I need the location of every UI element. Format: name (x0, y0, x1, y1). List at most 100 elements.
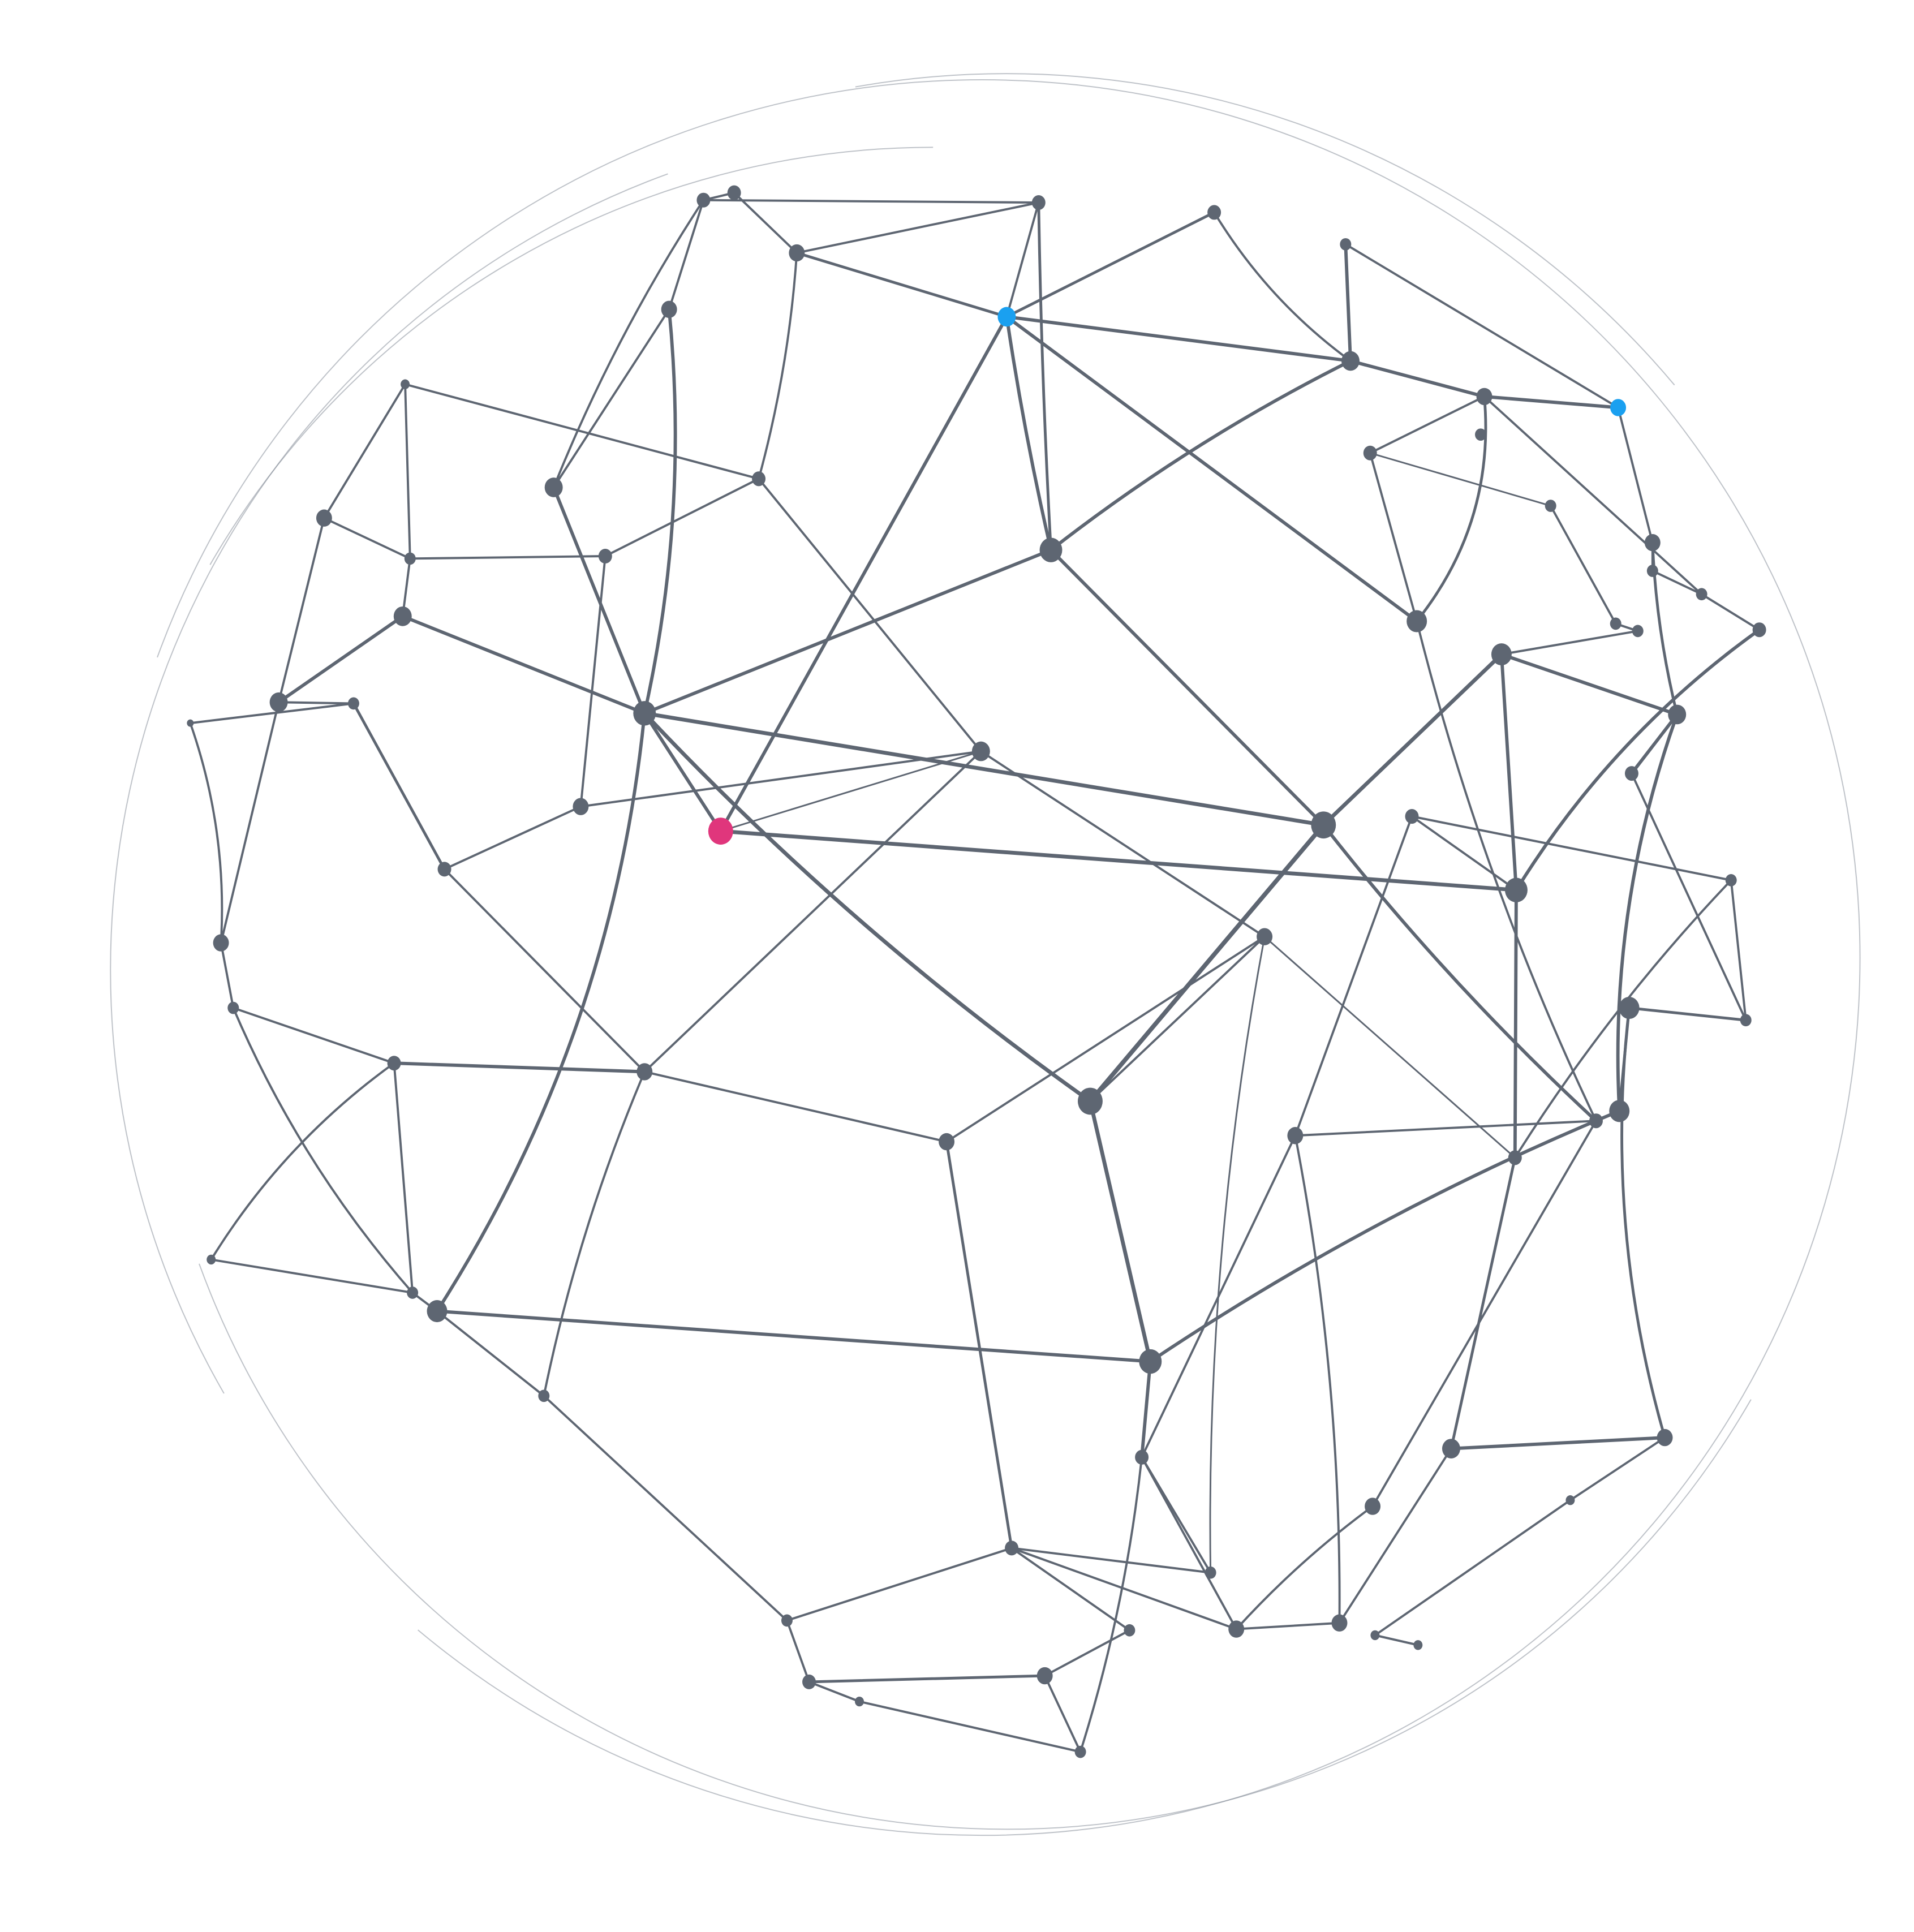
network-node (1031, 195, 1046, 210)
network-node (1228, 1620, 1245, 1638)
network-node (1413, 1640, 1423, 1650)
highlighted-node-primary (708, 817, 733, 845)
network-node (752, 471, 766, 487)
network-edge (210, 1258, 414, 1294)
network-node (1365, 1498, 1381, 1515)
globe-rim-arc (855, 73, 1675, 386)
network-edge (604, 477, 760, 557)
network-edge (404, 383, 760, 480)
network-edge (1005, 315, 1352, 363)
network-edge (543, 1395, 788, 1622)
network-edge (1294, 1134, 1341, 1624)
network-node (269, 692, 288, 712)
network-node (1405, 809, 1419, 824)
network-node (407, 1286, 419, 1299)
network-edge (1450, 1436, 1667, 1451)
network-node (1646, 565, 1658, 577)
network-edge (858, 1700, 1082, 1753)
network-edge (1630, 713, 1679, 776)
network-edge (719, 829, 1519, 892)
network-edge (1338, 1447, 1452, 1624)
network-node (1565, 1495, 1575, 1505)
network-edge (392, 1061, 647, 1074)
network-node (227, 1001, 239, 1014)
network-edge (552, 485, 647, 715)
network-edge (436, 1310, 545, 1397)
network-node (187, 719, 194, 727)
network-edge (1235, 1621, 1341, 1630)
network-node (727, 185, 741, 200)
globe-rim-arc (110, 173, 668, 1394)
network-edge (443, 868, 646, 1073)
network-edge (945, 935, 1266, 1143)
network-node (1331, 1614, 1348, 1632)
network-edge (643, 711, 722, 833)
network-edge (579, 750, 982, 808)
network-edge (1005, 315, 1053, 552)
highlighted-node-secondary (997, 307, 1016, 327)
network-node (437, 862, 451, 877)
network-edge (1005, 201, 1040, 318)
network-node (1207, 205, 1221, 220)
globe-rim-arc (209, 147, 934, 565)
network-edge (579, 555, 607, 808)
network-node (633, 701, 656, 726)
network-edge (1043, 1629, 1131, 1677)
network-edge (1499, 652, 1518, 892)
network-edge (435, 711, 647, 1313)
network-node (1363, 445, 1377, 461)
network-edge (1374, 1499, 1572, 1637)
network-edge (643, 1070, 948, 1143)
network-edge (1079, 1456, 1143, 1753)
highlighted-node-secondary (1610, 399, 1627, 416)
network-node (1139, 1349, 1162, 1374)
network-node (696, 192, 711, 208)
network-edge (1321, 652, 1504, 827)
network-edge (232, 1006, 414, 1294)
network-node (1340, 238, 1352, 251)
network-node (1504, 877, 1528, 902)
network-node (207, 1254, 216, 1265)
network-edge (807, 1674, 1047, 1684)
network-edge (1630, 772, 1747, 1022)
network-edge (401, 614, 647, 715)
network-node (1491, 643, 1512, 666)
network-edge (1651, 570, 1703, 596)
network-node (1740, 1014, 1752, 1027)
network-edge (1416, 620, 1597, 1122)
network-node (347, 697, 359, 710)
network-edge (1088, 823, 1326, 1104)
network-edge (1369, 395, 1486, 454)
globe-rim-arc (199, 1263, 1752, 1830)
network-edge (1410, 815, 1732, 881)
network-edge (277, 517, 325, 704)
globe-rim-arc (418, 657, 1861, 1836)
network-edge (277, 614, 405, 704)
network-edge (189, 702, 355, 725)
network-edge (795, 201, 1040, 254)
network-edge (1089, 935, 1266, 1103)
network-node (971, 741, 990, 761)
network-node (1311, 811, 1336, 839)
network-edge (322, 517, 411, 560)
network-edge (1513, 879, 1732, 1159)
network-edge (232, 1006, 395, 1065)
network-node (1696, 588, 1707, 601)
network-edge (1263, 936, 1516, 1159)
network-edge (642, 711, 1326, 827)
network-edge (1005, 315, 1419, 623)
network-edge (795, 251, 1008, 319)
network-edge (1617, 406, 1654, 544)
network-node (1287, 1127, 1304, 1144)
network-node (1725, 874, 1737, 887)
network-node (316, 509, 332, 527)
network-edge (1483, 395, 1703, 596)
network-edge (1513, 888, 1518, 1160)
network-edge (1500, 630, 1639, 656)
network-edge (552, 308, 670, 489)
network-node (544, 477, 563, 497)
network-edge (543, 1070, 646, 1397)
network-edge (220, 941, 235, 1009)
network-edge (1349, 359, 1486, 398)
